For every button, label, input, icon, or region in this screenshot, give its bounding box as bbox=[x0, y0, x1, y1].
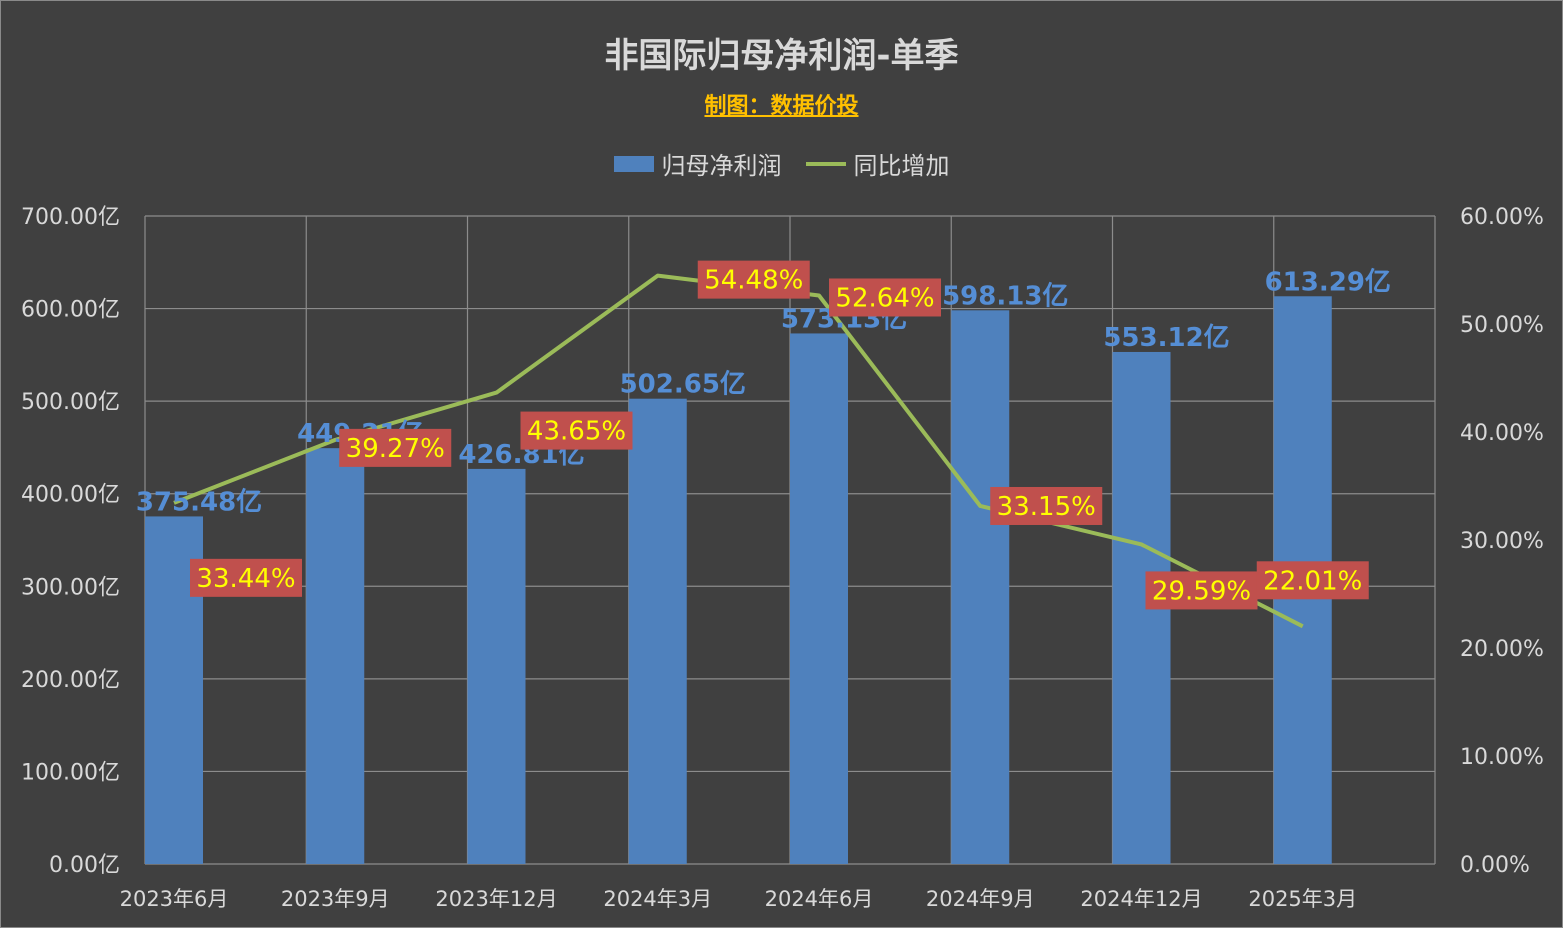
legend-item-bar: 归母净利润 bbox=[613, 146, 782, 181]
y-right-tick-label: 0.00% bbox=[1460, 853, 1530, 878]
legend-label-line: 同比增加 bbox=[853, 152, 950, 180]
line-data-label-box bbox=[1256, 561, 1369, 600]
line-data-label: 39.27% bbox=[346, 434, 445, 464]
line-data-label: 22.01% bbox=[1263, 566, 1362, 596]
x-tick-label: 2024年12月 bbox=[1080, 887, 1202, 911]
bar-data-label: 502.65亿 bbox=[620, 370, 746, 400]
line-data-label-box bbox=[829, 278, 941, 317]
chart-title: 非国际归母净利润-单季 bbox=[604, 36, 959, 76]
x-tick-label: 2023年12月 bbox=[435, 887, 557, 911]
y-left-tick-label: 300.00亿 bbox=[21, 575, 120, 600]
legend-swatch-line bbox=[805, 161, 846, 166]
legend-label-bar: 归母净利润 bbox=[661, 152, 782, 180]
line-data-label-box bbox=[190, 558, 302, 597]
bar bbox=[628, 398, 687, 864]
line-data-label-box bbox=[339, 428, 452, 467]
y-right-tick-label: 20.00% bbox=[1460, 637, 1544, 662]
y-left-tick-label: 0.00亿 bbox=[49, 853, 120, 878]
line-data-label: 54.48% bbox=[704, 266, 803, 296]
bar bbox=[306, 448, 365, 864]
legend-item-line: 同比增加 bbox=[805, 146, 950, 181]
line-data-label-box bbox=[697, 260, 810, 299]
line-data-label: 43.65% bbox=[527, 417, 626, 447]
line-data-label: 33.44% bbox=[196, 564, 295, 594]
x-tick-label: 2025年3月 bbox=[1248, 887, 1357, 911]
line-data-label-box bbox=[990, 486, 1103, 525]
x-tick-label: 2024年3月 bbox=[603, 887, 712, 911]
bar-data-label: 613.29亿 bbox=[1265, 267, 1391, 297]
x-tick-label: 2023年9月 bbox=[281, 887, 390, 911]
x-tick-label: 2024年6月 bbox=[765, 887, 874, 911]
y-left-tick-label: 600.00亿 bbox=[21, 298, 120, 323]
y-left-tick-label: 700.00亿 bbox=[21, 205, 120, 230]
line-data-label-box bbox=[1145, 571, 1258, 610]
legend-swatch-bar bbox=[613, 155, 654, 172]
y-right-tick-label: 30.00% bbox=[1460, 529, 1544, 554]
bar-data-label: 598.13亿 bbox=[942, 281, 1068, 311]
line-data-label: 33.15% bbox=[997, 492, 1096, 522]
bar-data-label: 553.12亿 bbox=[1103, 323, 1229, 353]
y-right-tick-label: 40.00% bbox=[1460, 421, 1544, 446]
line-data-label: 52.64% bbox=[835, 283, 934, 313]
y-left-tick-label: 400.00亿 bbox=[21, 483, 120, 508]
line-data-label-box bbox=[520, 411, 633, 450]
bar bbox=[951, 310, 1010, 865]
y-right-tick-label: 50.00% bbox=[1460, 313, 1544, 338]
bar-data-label: 375.48亿 bbox=[136, 487, 262, 517]
y-left-tick-label: 500.00亿 bbox=[21, 390, 120, 415]
bar bbox=[790, 333, 848, 864]
x-tick-label: 2024年9月 bbox=[926, 887, 1035, 911]
y-left-tick-label: 200.00亿 bbox=[21, 668, 120, 693]
x-tick-label: 2023年6月 bbox=[120, 887, 229, 911]
line-data-label: 29.59% bbox=[1152, 576, 1251, 606]
legend: 归母净利润 同比增加 bbox=[0, 146, 1563, 181]
y-left-tick-label: 100.00亿 bbox=[21, 760, 120, 785]
y-right-tick-label: 60.00% bbox=[1460, 205, 1544, 230]
y-right-tick-label: 10.00% bbox=[1460, 745, 1544, 770]
bar bbox=[467, 468, 526, 864]
chart-subtitle: 制图：数据价投 bbox=[704, 94, 859, 119]
